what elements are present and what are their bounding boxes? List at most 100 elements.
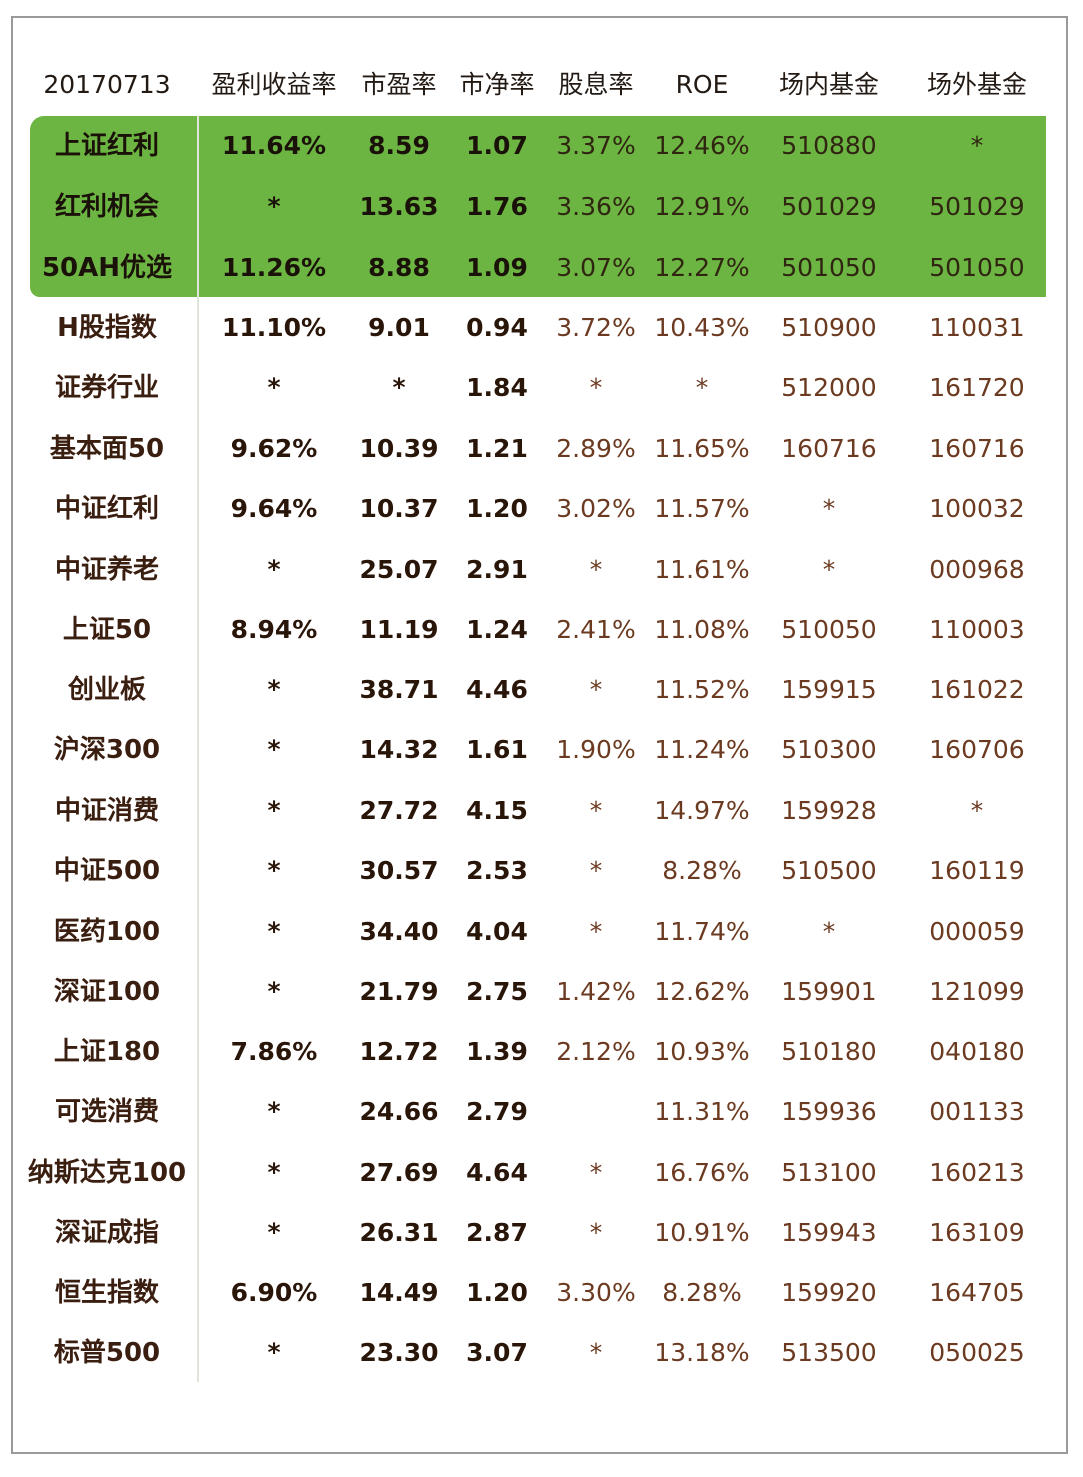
cell-exchange-fund: * — [822, 917, 836, 946]
cell-index-name: 上证50 — [62, 615, 152, 645]
cell-pe: 23.30 — [359, 1338, 439, 1367]
cell-dividend-yield: * — [589, 1158, 603, 1187]
cell-exchange-fund: 501050 — [781, 253, 877, 282]
cell-otc-fund: 121099 — [929, 977, 1025, 1006]
cell-pe: 14.32 — [359, 735, 439, 764]
table-row: 红利机会 * 13.63 1.76 3.36% 12.91% 501029 501029 — [0, 177, 1083, 237]
cell-index-name: 沪深300 — [53, 735, 161, 765]
table-row: 深证成指 * 26.31 2.87 * 10.91% 159943 163109 — [0, 1203, 1083, 1263]
cell-dividend-yield: * — [589, 917, 603, 946]
cell-pb: 1.09 — [466, 253, 528, 282]
header-earnings-yield: 盈利收益率 — [211, 70, 337, 99]
table-row: 上证50 8.94% 11.19 1.24 2.41% 11.08% 510050 11000… — [0, 600, 1083, 660]
cell-pb: 1.21 — [466, 434, 528, 463]
cell-pb: 2.79 — [466, 1097, 528, 1126]
cell-index-name: 标普500 — [53, 1338, 161, 1368]
cell-index-name: 中证红利 — [54, 494, 159, 524]
cell-earnings-yield: * — [267, 977, 281, 1006]
cell-exchange-fund: 513500 — [781, 1338, 877, 1367]
table-row: 纳斯达克100 * 27.69 4.64 * 16.76% 513100 160213 — [0, 1143, 1083, 1203]
table-header: 20170713 盈利收益率 市盈率 市净率 股息率 ROE 场内基金 场外基金 — [0, 55, 1083, 115]
cell-pe: 10.39 — [359, 434, 439, 463]
cell-otc-fund: 160213 — [929, 1158, 1025, 1187]
cell-otc-fund: 000059 — [929, 917, 1025, 946]
cell-otc-fund: 161720 — [929, 373, 1025, 402]
cell-exchange-fund: 159915 — [781, 675, 877, 704]
cell-roe: 8.28% — [662, 856, 742, 885]
table-row: 恒生指数 6.90% 14.49 1.20 3.30% 8.28% 159920 164705 — [0, 1263, 1083, 1323]
cell-pe: 34.40 — [359, 917, 439, 946]
table-row: 沪深300 * 14.32 1.61 1.90% 11.24% 510300 160706 — [0, 720, 1083, 780]
header-pe: 市盈率 — [361, 70, 437, 99]
cell-dividend-yield: 2.12% — [556, 1037, 636, 1066]
cell-index-name: H股指数 — [57, 313, 157, 343]
cell-dividend-yield: 2.89% — [556, 434, 636, 463]
cell-dividend-yield: 3.37% — [556, 131, 636, 160]
cell-index-name: 深证100 — [53, 977, 161, 1007]
cell-pb: 3.07 — [466, 1338, 528, 1367]
cell-otc-fund: 100032 — [929, 494, 1025, 523]
cell-pe: * — [392, 373, 406, 402]
cell-earnings-yield: 8.94% — [230, 615, 318, 644]
cell-pb: 4.15 — [466, 796, 528, 825]
cell-dividend-yield: 3.02% — [556, 494, 636, 523]
header-pb: 市净率 — [459, 70, 535, 99]
table-row: 基本面50 9.62% 10.39 1.21 2.89% 11.65% 160716 1607… — [0, 419, 1083, 479]
cell-dividend-yield: 1.42% — [556, 977, 636, 1006]
cell-dividend-yield: * — [589, 373, 603, 402]
cell-dividend-yield: * — [589, 796, 603, 825]
cell-earnings-yield: 11.64% — [221, 131, 327, 160]
cell-pb: 1.20 — [466, 494, 528, 523]
cell-roe: 11.08% — [654, 615, 750, 644]
cell-earnings-yield: 7.86% — [230, 1037, 318, 1066]
cell-earnings-yield: 9.62% — [230, 434, 318, 463]
cell-pb: 4.64 — [466, 1158, 528, 1187]
cell-exchange-fund: 160716 — [781, 434, 877, 463]
cell-roe: 11.52% — [654, 675, 750, 704]
cell-pb: 1.84 — [466, 373, 528, 402]
cell-index-name: 中证500 — [53, 856, 161, 886]
cell-index-name: 红利机会 — [54, 192, 159, 222]
cell-otc-fund: 161022 — [929, 675, 1025, 704]
cell-roe: 10.91% — [654, 1218, 750, 1247]
cell-earnings-yield: * — [267, 192, 281, 221]
cell-pe: 12.72 — [359, 1037, 439, 1066]
table-row: 上证180 7.86% 12.72 1.39 2.12% 10.93% 510180 0401… — [0, 1022, 1083, 1082]
cell-dividend-yield: * — [589, 1218, 603, 1247]
cell-pb: 1.76 — [466, 192, 528, 221]
cell-otc-fund: 163109 — [929, 1218, 1025, 1247]
cell-index-name: 基本面50 — [49, 434, 165, 464]
table-row: 50AH优选 11.26% 8.88 1.09 3.07% 12.27% 501050 501… — [0, 238, 1083, 298]
cell-index-name: 可选消费 — [54, 1097, 159, 1127]
cell-earnings-yield: * — [267, 796, 281, 825]
cell-dividend-yield: 3.72% — [556, 313, 636, 342]
cell-exchange-fund: 159943 — [781, 1218, 877, 1247]
cell-pb: 1.61 — [466, 735, 528, 764]
cell-earnings-yield: * — [267, 1097, 281, 1126]
cell-pe: 10.37 — [359, 494, 439, 523]
cell-index-name: 医药100 — [53, 917, 161, 947]
cell-earnings-yield: * — [267, 735, 281, 764]
cell-pe: 30.57 — [359, 856, 439, 885]
cell-index-name: 恒生指数 — [54, 1278, 159, 1308]
cell-exchange-fund: 510050 — [781, 615, 877, 644]
cell-roe: 16.76% — [654, 1158, 750, 1187]
cell-exchange-fund: 510880 — [781, 131, 877, 160]
cell-otc-fund: 160119 — [929, 856, 1025, 885]
header-date: 20170713 — [43, 70, 171, 99]
cell-earnings-yield: 11.26% — [221, 253, 327, 282]
cell-otc-fund: 164705 — [929, 1278, 1025, 1307]
cell-pb: 0.94 — [466, 313, 528, 342]
cell-pb: 1.07 — [466, 131, 528, 160]
table-row: 证券行业 * * 1.84 * * 512000 161720 — [0, 358, 1083, 418]
table-row: 创业板 * 38.71 4.46 * 11.52% 159915 161022 — [0, 660, 1083, 720]
cell-earnings-yield: * — [267, 1338, 281, 1367]
table-row: 深证100 * 21.79 2.75 1.42% 12.62% 159901 121099 — [0, 962, 1083, 1022]
table-row: 中证养老 * 25.07 2.91 * 11.61% * 000968 — [0, 540, 1083, 600]
cell-exchange-fund: 512000 — [781, 373, 877, 402]
cell-otc-fund: 000968 — [929, 555, 1025, 584]
header-otc-fund: 场外基金 — [926, 70, 1027, 99]
cell-pb: 2.53 — [466, 856, 528, 885]
table-row: 医药100 * 34.40 4.04 * 11.74% * 000059 — [0, 902, 1083, 962]
header-exchange-fund: 场内基金 — [778, 70, 879, 99]
